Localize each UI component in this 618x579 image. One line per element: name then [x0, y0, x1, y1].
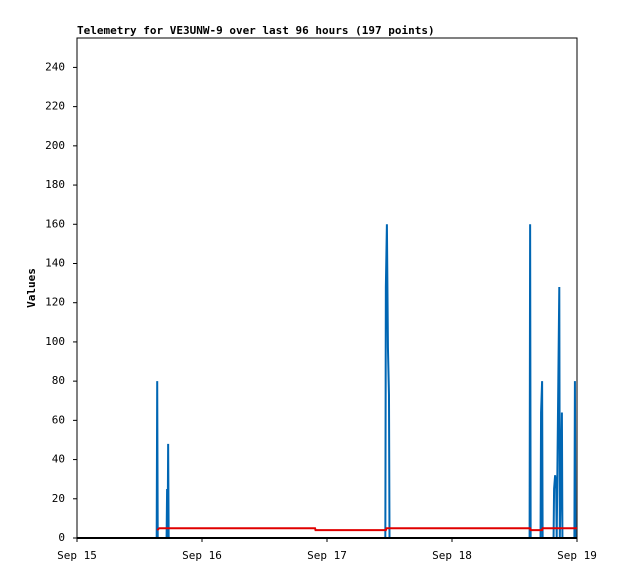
y-tick-label: 240	[45, 60, 65, 73]
chart-title: Telemetry for VE3UNW-9 over last 96 hour…	[77, 24, 435, 37]
x-tick-label: Sep 16	[182, 549, 222, 562]
y-tick-label: 40	[52, 453, 65, 466]
x-tick-label: Sep 17	[307, 549, 347, 562]
y-tick-label: 160	[45, 217, 65, 230]
y-tick-label: 0	[58, 531, 65, 544]
y-tick-label: 180	[45, 178, 65, 191]
x-tick-label: Sep 19	[557, 549, 597, 562]
y-axis-label: Values	[25, 268, 38, 308]
y-tick-label: 220	[45, 100, 65, 113]
y-tick-label: 20	[52, 492, 65, 505]
x-tick-label: Sep 18	[432, 549, 472, 562]
series-line	[156, 527, 577, 532]
y-tick-label: 80	[52, 374, 65, 387]
y-tick-label: 100	[45, 335, 65, 348]
x-tick-label: Sep 15	[57, 549, 97, 562]
y-tick-label: 200	[45, 139, 65, 152]
y-tick-label: 140	[45, 256, 65, 269]
y-tick-label: 120	[45, 296, 65, 309]
y-tick-label: 60	[52, 413, 65, 426]
